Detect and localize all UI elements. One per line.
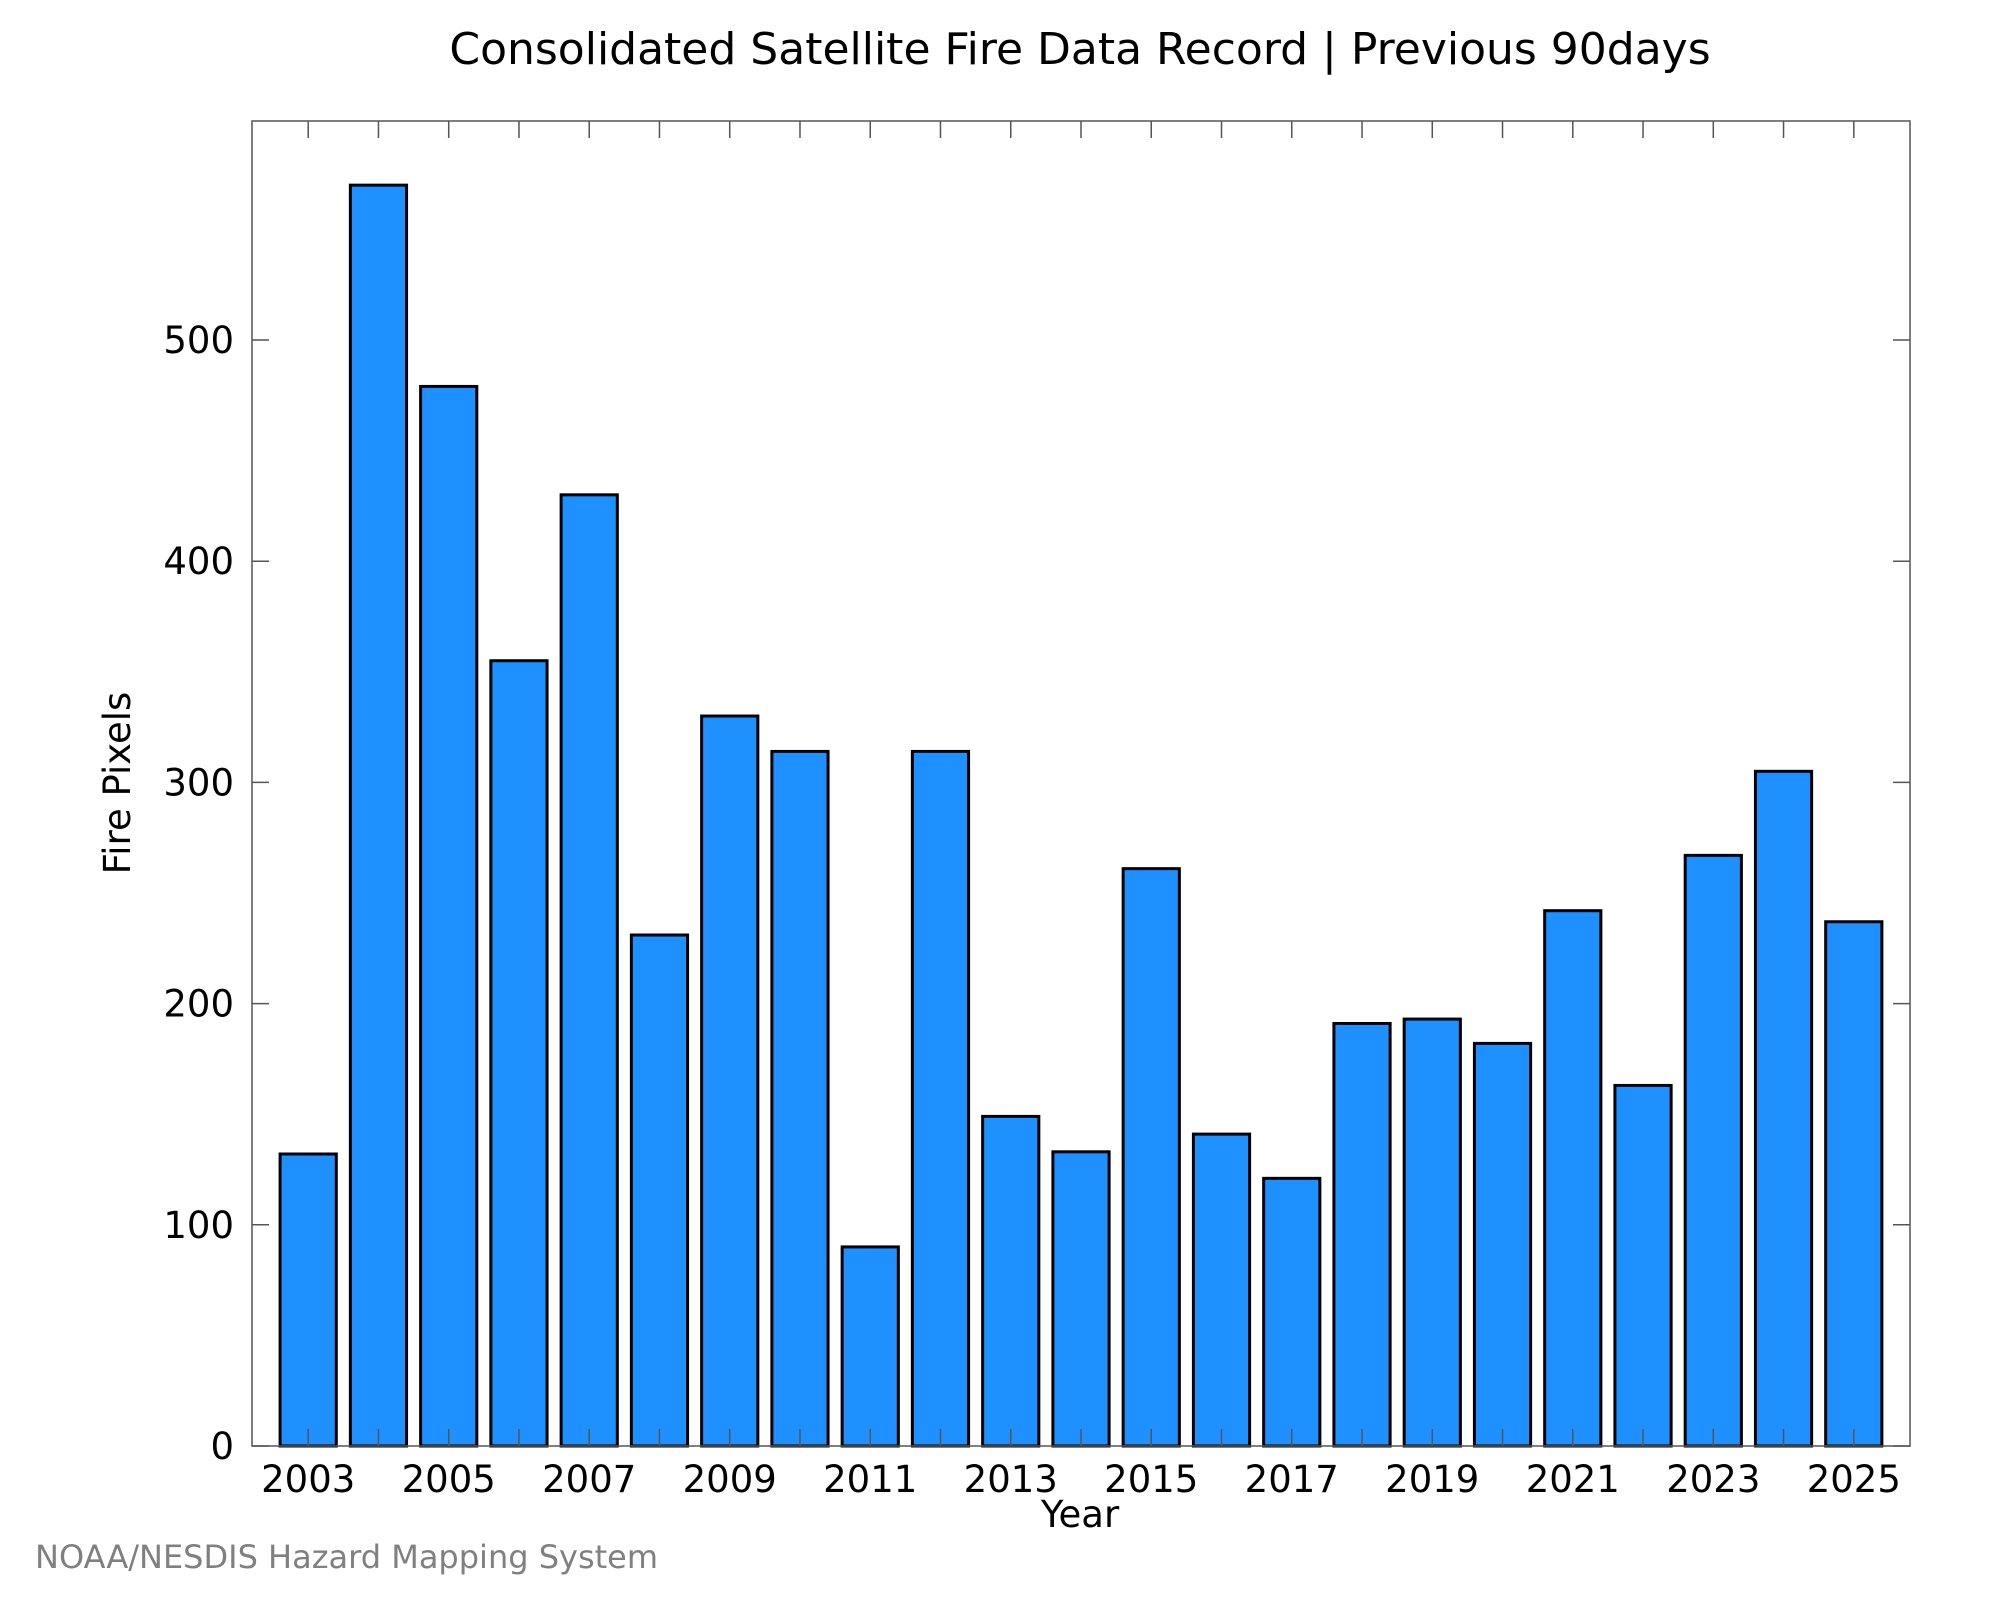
x-tick-label-2015: 2015 (1104, 1458, 1198, 1501)
bar-2021 (1543, 909, 1603, 1448)
bar-2006 (489, 659, 549, 1448)
bar-2009 (700, 714, 760, 1448)
bar-2008 (629, 933, 690, 1448)
bar-2020 (1472, 1041, 1533, 1448)
bar-2010 (770, 749, 830, 1448)
y-axis-ticks: 0 100 200 300 400 500 (163, 319, 1910, 1468)
x-tick-label-2007: 2007 (542, 1458, 636, 1501)
bar-2024 (1753, 769, 1814, 1448)
x-tick-label-2025: 2025 (1807, 1458, 1901, 1501)
bar-2018 (1332, 1022, 1392, 1448)
x-tick-label-2023: 2023 (1666, 1458, 1760, 1501)
bar-2005 (419, 384, 479, 1448)
bar-2004 (348, 183, 409, 1448)
x-axis-label: Year (1040, 1493, 1120, 1536)
chart-title: Consolidated Satellite Fire Data Record … (449, 24, 1710, 75)
credit-text: NOAA/NESDIS Hazard Mapping System (35, 1538, 658, 1576)
x-tick-label-2003: 2003 (261, 1458, 355, 1501)
bar-2016 (1191, 1132, 1252, 1448)
plot-area-frame (251, 120, 1911, 1447)
y-tick-label-100: 100 (163, 1204, 234, 1247)
bar-2011 (840, 1245, 900, 1448)
y-tick-label-0: 0 (210, 1425, 234, 1468)
y-tick-label-300: 300 (163, 761, 234, 804)
y-tick-label-500: 500 (163, 319, 234, 362)
x-tick-label-2019: 2019 (1385, 1458, 1479, 1501)
bar-2015 (1121, 867, 1181, 1448)
bars-group (278, 183, 1884, 1448)
x-axis-ticks: 2003 2005 2007 2009 2011 2013 2015 2017 2019 2021… (261, 121, 1901, 1501)
bar-2017 (1262, 1176, 1322, 1448)
y-axis-label: Fire Pixels (96, 692, 139, 875)
bar-2012 (910, 749, 971, 1448)
bar-2003 (278, 1152, 338, 1448)
bar-2013 (981, 1114, 1041, 1448)
x-tick-label-2009: 2009 (683, 1458, 777, 1501)
x-tick-label-2013: 2013 (964, 1458, 1058, 1501)
y-tick-label-400: 400 (163, 540, 234, 583)
bar-2014 (1051, 1150, 1111, 1448)
y-tick-label-200: 200 (163, 983, 234, 1026)
x-tick-label-2021: 2021 (1526, 1458, 1620, 1501)
x-tick-label-2017: 2017 (1245, 1458, 1339, 1501)
bar-2023 (1683, 853, 1743, 1448)
bar-2007 (559, 493, 619, 1448)
bar-2019 (1402, 1017, 1462, 1448)
x-tick-label-2005: 2005 (402, 1458, 496, 1501)
bar-2022 (1613, 1083, 1673, 1448)
x-tick-label-2011: 2011 (823, 1458, 917, 1501)
bar-2025 (1824, 920, 1884, 1448)
